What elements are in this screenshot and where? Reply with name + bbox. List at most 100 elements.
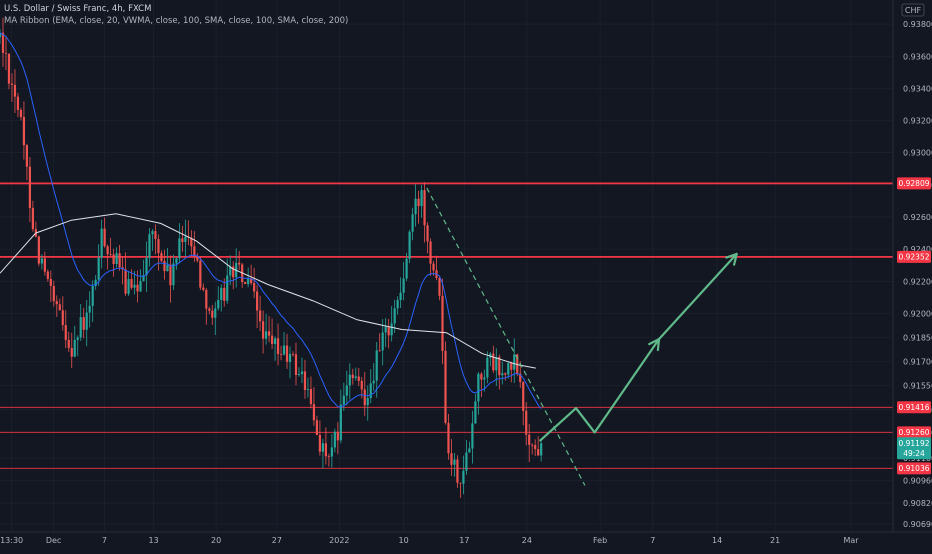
level-price-label: 0.91036 <box>898 464 929 473</box>
candle-body <box>441 295 444 351</box>
candle-body <box>495 356 498 371</box>
candle-body <box>456 459 459 483</box>
candle-body <box>238 262 241 265</box>
price-tags: 0.92809 0.92352 0.91416 0.91260 0.91036 0.911… <box>897 177 931 475</box>
candle-body <box>273 338 277 344</box>
candle-body <box>229 266 232 276</box>
candle-body <box>324 443 327 457</box>
candle-body <box>471 423 474 449</box>
candle-body <box>82 317 85 330</box>
candle-body <box>76 337 79 340</box>
candle-body <box>387 326 390 336</box>
candle-body <box>408 231 411 259</box>
time-scale[interactable] <box>0 532 932 550</box>
candle-body <box>70 347 73 357</box>
last-price-tag <box>897 437 931 460</box>
drawings[interactable] <box>426 187 738 486</box>
x-tick-label: 24 <box>522 536 532 545</box>
candle-body <box>250 278 253 284</box>
candle-body <box>330 447 333 457</box>
candle-body <box>402 278 405 293</box>
dashed-trendline[interactable] <box>426 187 586 486</box>
candle-body <box>4 52 8 54</box>
candle-body <box>438 277 441 296</box>
candle-body <box>264 331 268 339</box>
last-price-label: 0.91192 <box>898 439 929 448</box>
candle-body <box>172 263 175 286</box>
candle-body <box>300 371 304 375</box>
candle-body <box>309 389 313 405</box>
candle-body <box>112 254 115 265</box>
candle-body <box>46 271 49 279</box>
x-tick-label: 7 <box>102 536 107 545</box>
x-tick-label: 14 <box>712 536 722 545</box>
candle-body <box>312 404 316 421</box>
candle-body <box>417 198 420 207</box>
candle-body <box>384 326 387 333</box>
candle-body <box>318 434 322 452</box>
candle-body <box>109 254 112 256</box>
candle-body <box>10 83 14 85</box>
x-tick-label: 17 <box>459 536 469 545</box>
candle-body <box>399 292 402 301</box>
candle-body <box>423 190 426 226</box>
candle-body <box>130 279 133 288</box>
currency-badge[interactable]: CHF <box>901 3 925 17</box>
level-price-tag <box>897 177 931 190</box>
candle-body <box>262 321 265 339</box>
candle-body <box>1 32 5 53</box>
candle-body <box>336 431 339 441</box>
candle-body <box>483 377 486 380</box>
candle-body <box>522 382 525 411</box>
x-tick-label: Feb <box>593 536 607 545</box>
candle-body <box>276 338 280 355</box>
candle-body <box>360 380 363 390</box>
candle-body <box>327 456 330 458</box>
candle-body <box>270 335 274 344</box>
candle-body <box>190 237 193 247</box>
candle-body <box>127 279 130 294</box>
candle-body <box>534 445 537 450</box>
x-tick-label: 20 <box>211 536 221 545</box>
candle-body <box>513 354 516 370</box>
candle-body <box>64 325 67 340</box>
projection-arrowhead-end <box>725 252 738 266</box>
candle-body <box>297 374 301 375</box>
candle-body <box>375 350 378 381</box>
candle-body <box>333 431 336 448</box>
projection-path[interactable] <box>539 252 738 442</box>
candle-body <box>40 258 43 264</box>
candle-body <box>432 263 435 271</box>
candle-body <box>345 385 348 396</box>
candle-body <box>540 443 543 456</box>
candle-body <box>85 312 88 330</box>
x-tick-label: 10 <box>399 536 409 545</box>
candle-body <box>226 275 229 301</box>
ma-ribbon <box>0 32 542 410</box>
candle-body <box>405 258 408 279</box>
candle-body <box>151 231 154 235</box>
x-tick-label: 21 <box>770 536 780 545</box>
candle-body <box>100 228 103 258</box>
indicator-legend[interactable]: MA Ribbon (EMA, close, 20, VWMA, close, … <box>4 16 349 26</box>
candle-body <box>220 287 223 301</box>
candle-body <box>429 241 432 264</box>
candle-body <box>267 331 271 336</box>
candle-body <box>363 389 366 406</box>
candle-body <box>61 310 64 326</box>
candle-body <box>232 266 235 278</box>
candle-body <box>411 214 414 232</box>
candle-body <box>118 253 121 268</box>
x-tick-label: Mar <box>843 536 859 545</box>
x-tick-label: 2022 <box>329 536 349 545</box>
candle-body <box>19 109 23 117</box>
x-axis-labels: 13:30 Dec 7 13 20 27 2022 10 17 24 Feb 7 14 21 Mar <box>0 536 859 545</box>
candle-body <box>22 116 26 146</box>
chart-title[interactable]: U.S. Dollar / Swiss Franc, 4h, FXCM <box>4 4 152 14</box>
